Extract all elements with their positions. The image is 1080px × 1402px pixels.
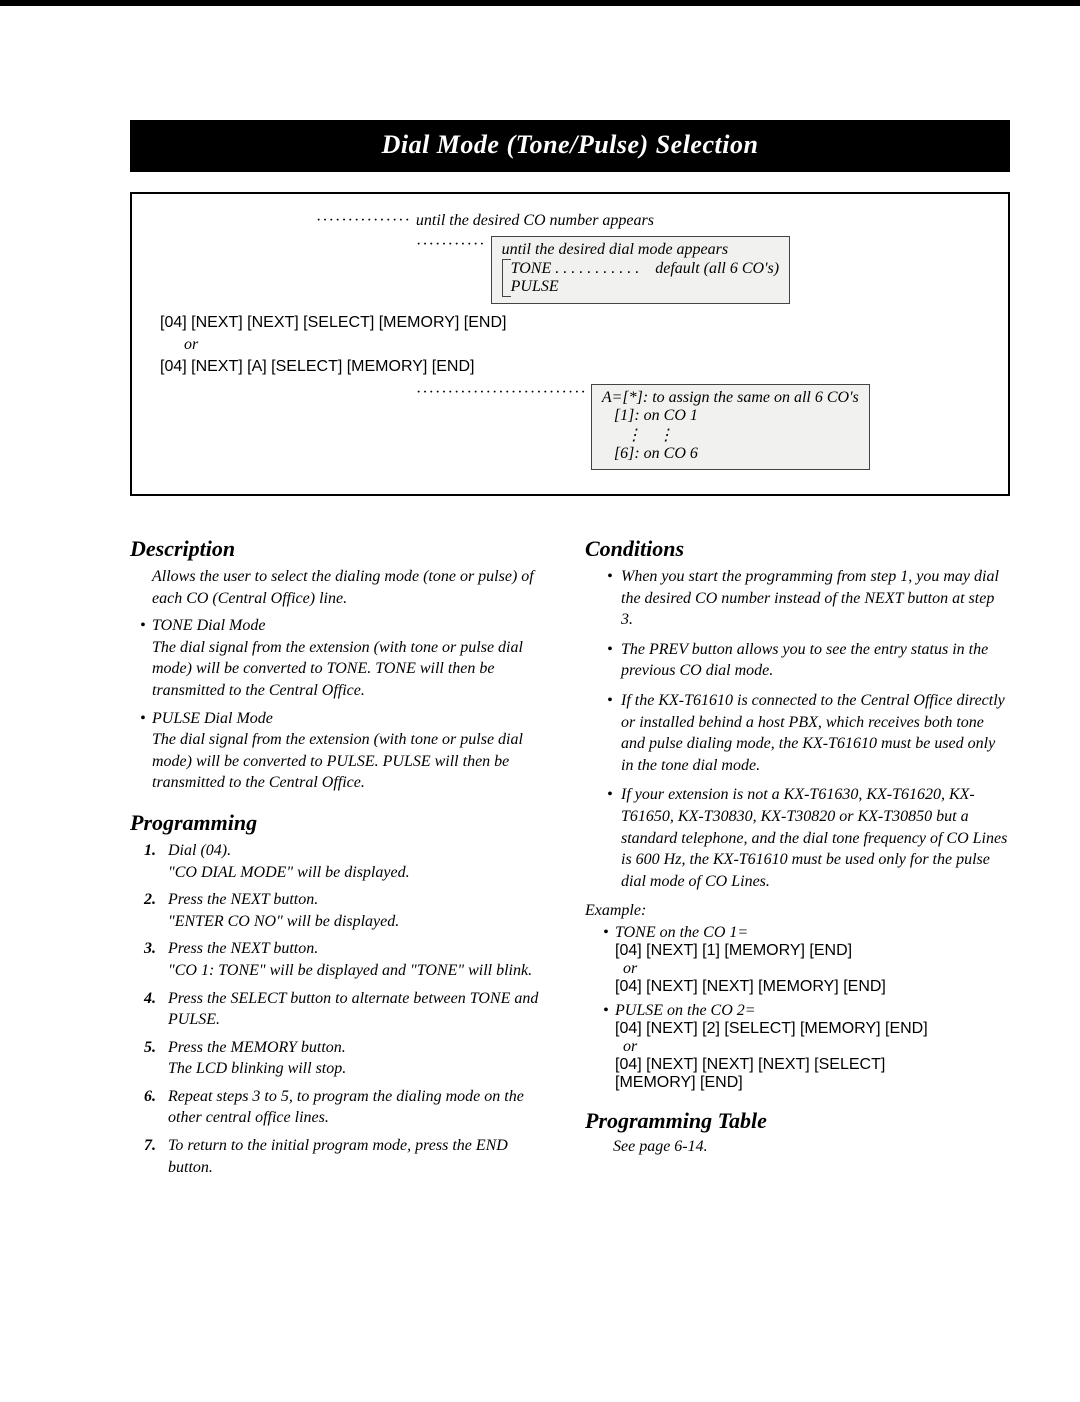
callout-line: A=[*]: to assign the same on all 6 CO's: [602, 389, 859, 407]
step-5: Press the MEMORY button.The LCD blinking…: [164, 1037, 555, 1080]
example-2-seq-alt-line2: [MEMORY] [END]: [615, 1074, 1010, 1092]
callout-a-values: A=[*]: to assign the same on all 6 CO's …: [591, 384, 870, 470]
scan-artifact: [0, 0, 1080, 14]
tone-mode-heading: TONE Dial Mode: [152, 615, 555, 637]
left-column: Description Allows the user to select th…: [130, 520, 555, 1184]
condition-item: The PREV button allows you to see the en…: [607, 639, 1010, 682]
programming-table-heading: Programming Table: [585, 1108, 1010, 1134]
example-label: Example:: [585, 902, 1010, 920]
example-2-seq-alt-line1: [04] [NEXT] [NEXT] [NEXT] [SELECT]: [615, 1056, 1010, 1074]
example-1-seq: [04] [NEXT] [1] [MEMORY] [END]: [615, 942, 1010, 960]
condition-item: If the KX-T61610 is connected to the Cen…: [607, 690, 1010, 776]
callout-line: PULSE: [502, 278, 779, 297]
callout-line: [6]: on CO 6: [602, 445, 859, 463]
page-title: Dial Mode (Tone/Pulse) Selection: [130, 120, 1010, 172]
step-3: Press the NEXT button."CO 1: TONE" will …: [164, 938, 555, 981]
callout-line: [1]: on CO 1: [602, 407, 859, 425]
annotation-top-text: until the desired CO number appears: [416, 212, 654, 229]
callout-dial-mode: until the desired dial mode appears TONE…: [491, 236, 790, 304]
example-2-heading: PULSE on the CO 2=: [615, 1002, 1010, 1020]
example-2-seq: [04] [NEXT] [2] [SELECT] [MEMORY] [END]: [615, 1020, 1010, 1038]
or-label: or: [184, 336, 984, 354]
sequence-1: [04] [NEXT] [NEXT] [SELECT] [MEMORY] [EN…: [160, 314, 984, 332]
example-or: or: [623, 1038, 1010, 1056]
programming-table-ref: See page 6-14.: [613, 1138, 1010, 1156]
callout-line: until the desired dial mode appears: [502, 241, 779, 259]
programming-heading: Programming: [130, 810, 555, 836]
sequence-2: [04] [NEXT] [A] [SELECT] [MEMORY] [END]: [160, 358, 984, 376]
condition-item: If your extension is not a KX-T61630, KX…: [607, 784, 1010, 892]
step-2: Press the NEXT button."ENTER CO NO" will…: [164, 889, 555, 932]
example-1-seq-alt: [04] [NEXT] [NEXT] [MEMORY] [END]: [615, 978, 1010, 996]
key-sequence-diagram: ··············· until the desired CO num…: [130, 192, 1010, 496]
annotation-top: ··············· until the desired CO num…: [316, 212, 984, 230]
two-column-body: Description Allows the user to select th…: [130, 520, 1010, 1184]
step-7: To return to the initial program mode, p…: [164, 1135, 555, 1178]
description-paragraph: Allows the user to select the dialing mo…: [152, 566, 555, 609]
description-heading: Description: [130, 536, 555, 562]
example-or: or: [623, 960, 1010, 978]
callout-line: ⋮ ⋮: [602, 425, 859, 445]
pulse-mode-block: PULSE Dial Mode The dial signal from the…: [152, 708, 555, 794]
example-1: TONE on the CO 1= [04] [NEXT] [1] [MEMOR…: [615, 924, 1010, 996]
example-1-heading: TONE on the CO 1=: [615, 924, 1010, 942]
step-4: Press the SELECT button to alternate bet…: [164, 988, 555, 1031]
conditions-heading: Conditions: [585, 536, 1010, 562]
programming-steps: Dial (04)."CO DIAL MODE" will be display…: [142, 840, 555, 1178]
example-2: PULSE on the CO 2= [04] [NEXT] [2] [SELE…: [615, 1002, 1010, 1092]
page: Dial Mode (Tone/Pulse) Selection ·······…: [0, 0, 1080, 1402]
step-6: Repeat steps 3 to 5, to program the dial…: [164, 1086, 555, 1129]
pulse-mode-heading: PULSE Dial Mode: [152, 708, 555, 730]
condition-item: When you start the programming from step…: [607, 566, 1010, 631]
pulse-mode-body: The dial signal from the extension (with…: [152, 731, 523, 791]
tone-mode-body: The dial signal from the extension (with…: [152, 639, 523, 699]
conditions-list: When you start the programming from step…: [607, 566, 1010, 892]
callout-line: TONE . . . . . . . . . . . default (all …: [502, 259, 779, 278]
right-column: Conditions When you start the programmin…: [585, 520, 1010, 1184]
step-1: Dial (04)."CO DIAL MODE" will be display…: [164, 840, 555, 883]
tone-mode-block: TONE Dial Mode The dial signal from the …: [152, 615, 555, 701]
